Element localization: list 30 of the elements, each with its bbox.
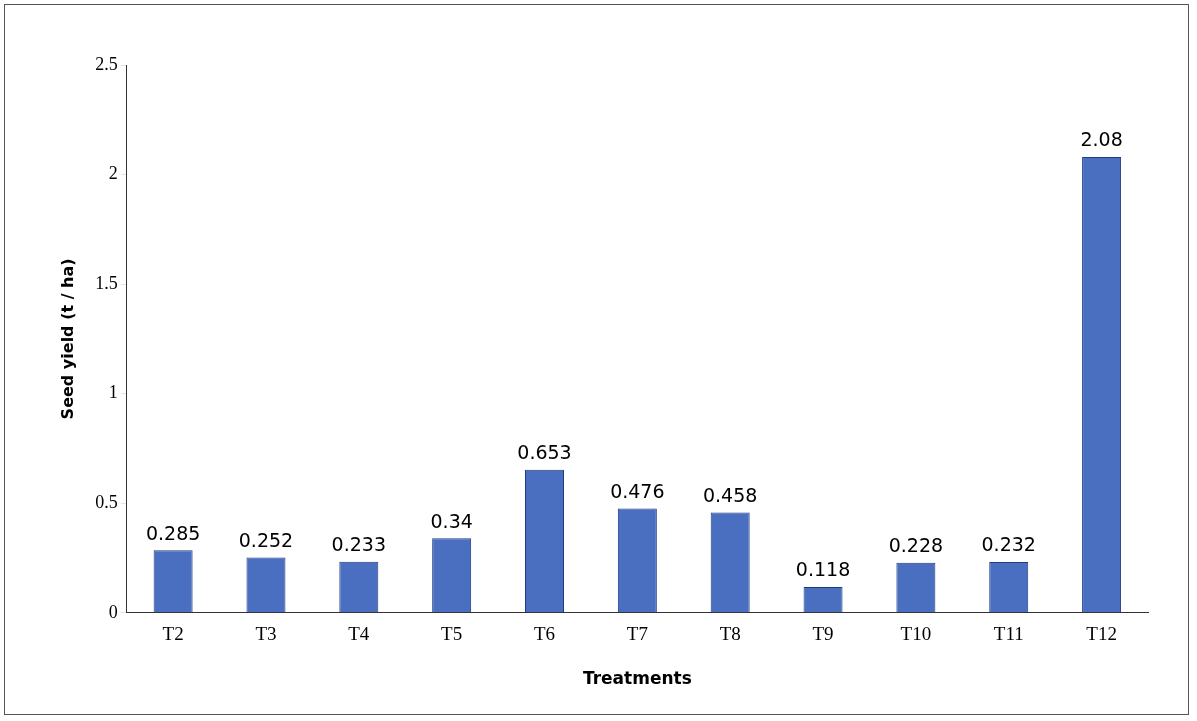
data-label: 0.653 bbox=[517, 441, 572, 464]
data-label: 0.458 bbox=[702, 483, 758, 506]
y-tick-label: 0 bbox=[108, 601, 118, 622]
x-tick-label: T6 bbox=[533, 623, 556, 645]
y-tick-label: 2 bbox=[108, 163, 118, 184]
data-label: 0.118 bbox=[795, 558, 851, 581]
data-label: 0.252 bbox=[238, 529, 294, 552]
data-label: 0.233 bbox=[331, 533, 387, 556]
y-tick-label: 1 bbox=[108, 382, 118, 403]
x-tick-label: T10 bbox=[900, 623, 932, 645]
y-axis-title: Seed yield (t / ha) bbox=[57, 258, 77, 420]
x-tick-label: T5 bbox=[441, 623, 463, 645]
data-label: 0.232 bbox=[981, 533, 1036, 556]
x-tick-label: T7 bbox=[626, 623, 648, 645]
x-tick-label: T2 bbox=[162, 623, 184, 645]
x-axis-title: Treatments bbox=[582, 668, 692, 689]
y-tick-label: 0.5 bbox=[95, 491, 118, 512]
y-tick-label: 2.5 bbox=[95, 53, 118, 74]
x-tick-label: T3 bbox=[255, 623, 277, 645]
x-tick-label: T11 bbox=[993, 623, 1024, 645]
data-label: 0.228 bbox=[888, 534, 944, 557]
y-tick-label: 1.5 bbox=[95, 272, 118, 293]
x-tick-label: T9 bbox=[812, 623, 834, 645]
x-tick-label: T8 bbox=[719, 623, 741, 645]
x-tick-label: T12 bbox=[1086, 623, 1117, 645]
x-tick-label: T4 bbox=[348, 623, 370, 645]
data-label: 0.285 bbox=[145, 521, 201, 544]
data-label: 0.476 bbox=[610, 479, 665, 502]
data-label: 0.34 bbox=[430, 509, 473, 532]
data-label: 2.08 bbox=[1080, 128, 1123, 151]
